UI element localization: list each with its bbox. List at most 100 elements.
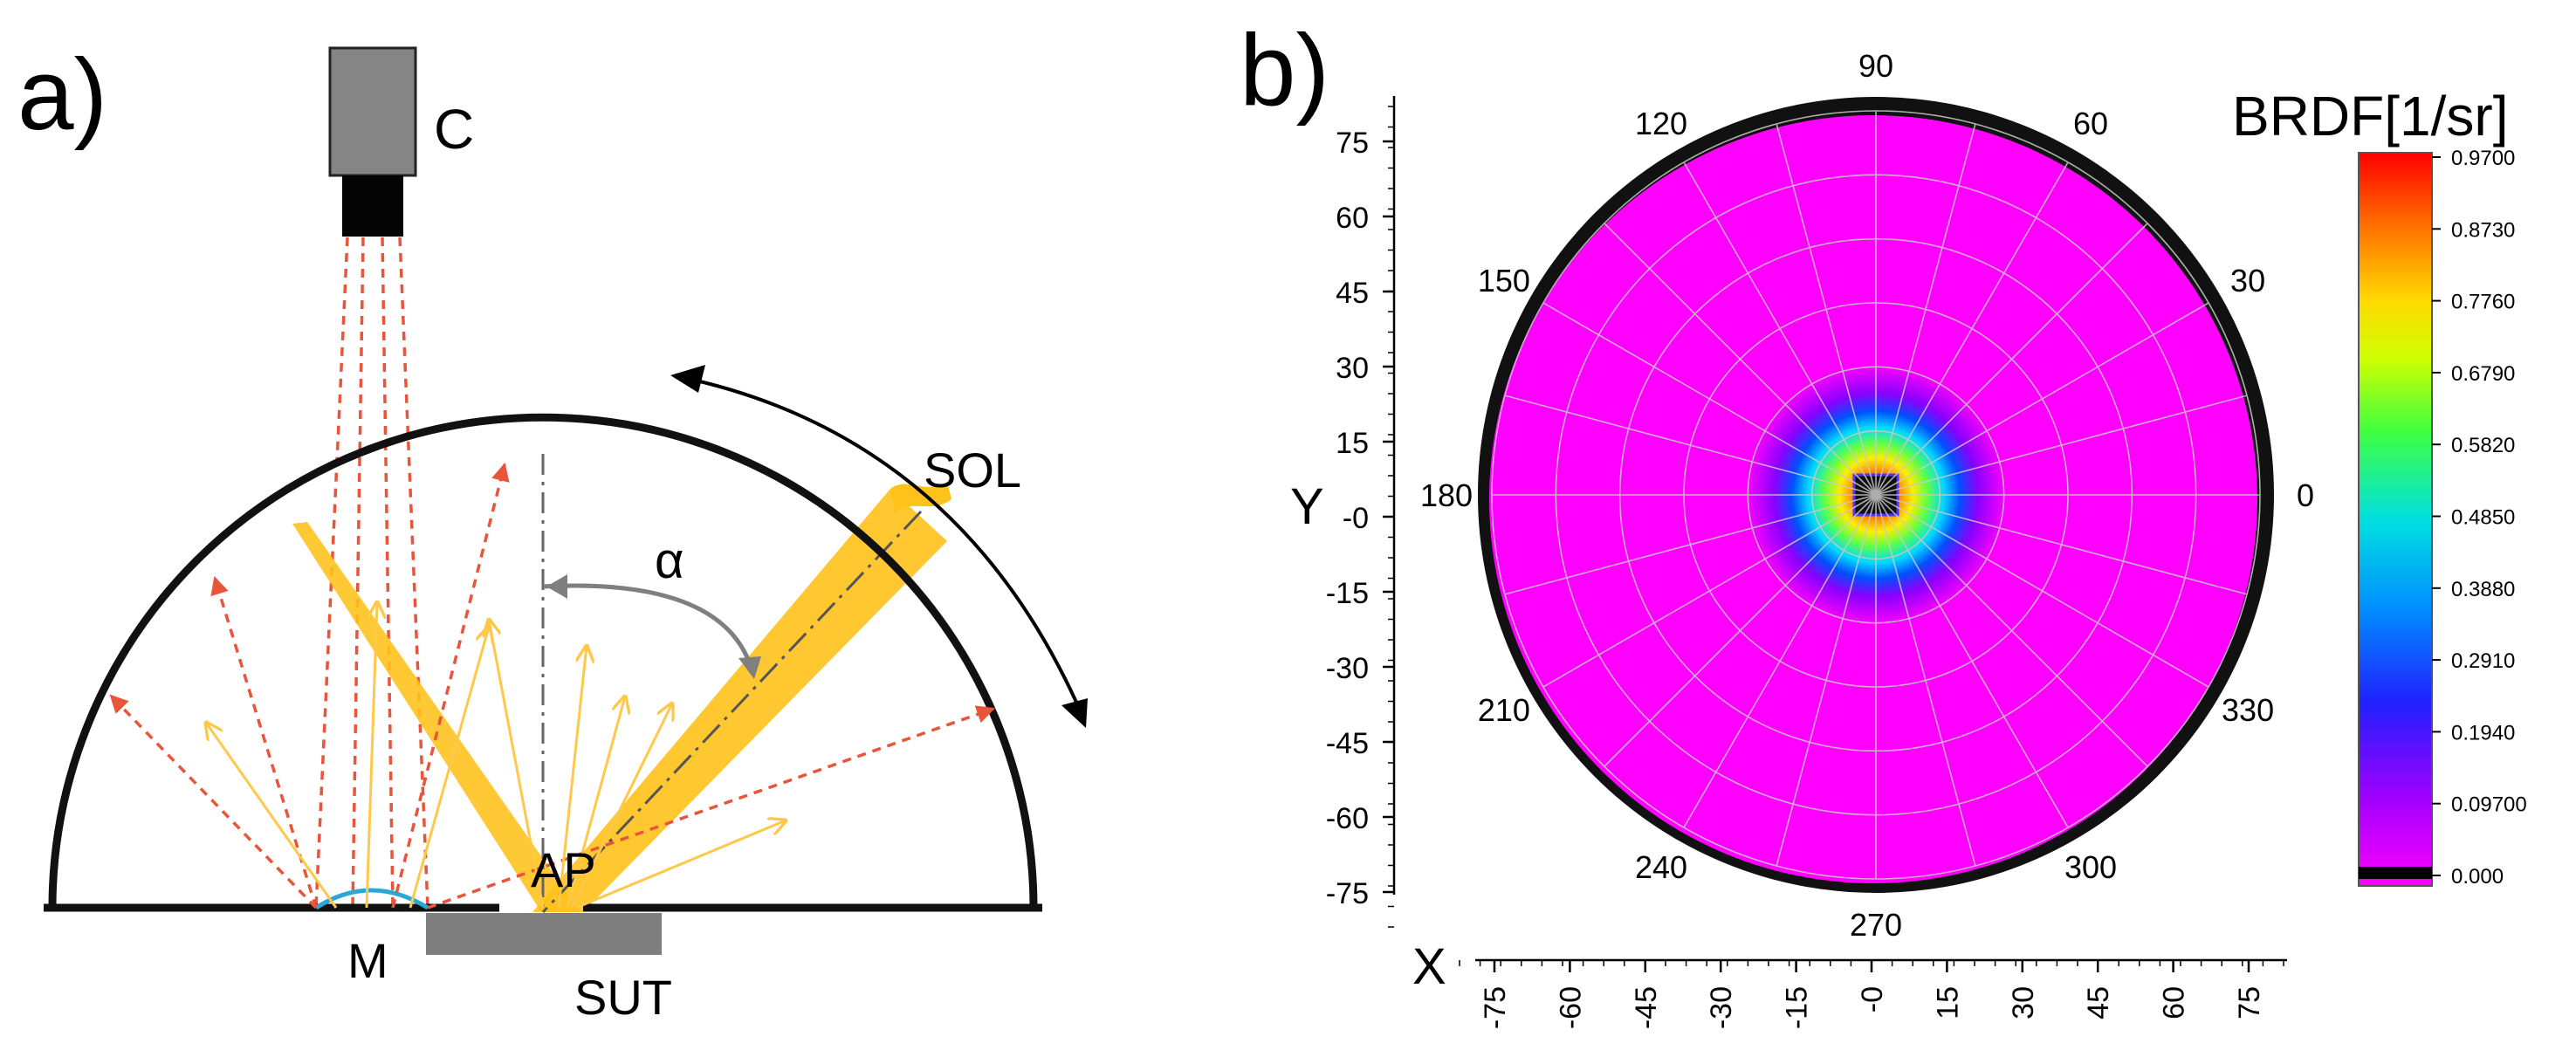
colorbar-tick-label: 0.5820 xyxy=(2451,434,2515,457)
grid-spoke xyxy=(1683,161,1877,496)
polar-angle-label: 120 xyxy=(1635,106,1687,141)
y-tick-label: 75 xyxy=(1336,127,1369,160)
y-axis-ticks: 75 60 45 30 15 -0 -15 -30 -45 -60 -75 xyxy=(1326,106,1394,928)
grid-spoke xyxy=(1776,123,1877,496)
angle-arrow-start xyxy=(546,574,567,599)
x-tick-label: 60 xyxy=(2158,986,2191,1019)
scatter-ray-6 xyxy=(566,697,625,909)
angle-arrow-end xyxy=(738,656,761,679)
sample-label: SUT xyxy=(574,970,672,1025)
y-tick-label: -30 xyxy=(1326,652,1369,685)
grid-spoke xyxy=(1542,302,1877,496)
panel-b-label: b) xyxy=(1240,13,1329,127)
colorbar-tick-label: 0.4850 xyxy=(2451,506,2515,530)
dashed-ray-1 xyxy=(109,694,318,909)
polar-angle-label: 30 xyxy=(2230,263,2265,299)
camera-body xyxy=(328,46,417,177)
grid-spoke xyxy=(1604,494,1877,767)
aperture-label: AP xyxy=(531,842,596,897)
grid-spoke xyxy=(1875,494,2248,595)
angle-arc xyxy=(542,583,752,662)
rotation-label: SOL xyxy=(924,443,1021,498)
y-tick-label: -75 xyxy=(1326,877,1369,910)
y-tick-label: 45 xyxy=(1336,277,1369,310)
light-beam xyxy=(532,489,947,912)
rotation-arrow-head-end xyxy=(1061,698,1088,728)
x-tick-label: 45 xyxy=(2082,986,2115,1019)
scatter-ray-7 xyxy=(570,704,672,909)
x-tick-label: -30 xyxy=(1705,986,1738,1029)
hemisphere xyxy=(48,413,1038,909)
polar-angle-label: 0 xyxy=(2297,477,2314,513)
x-tick-label: -60 xyxy=(1554,986,1587,1029)
colorbar-title: BRDF[1/sr] xyxy=(2232,85,2508,148)
scatter-ray-1 xyxy=(206,723,338,909)
colorbar-tick-label: 0.000 xyxy=(2451,865,2504,889)
grid-spoke xyxy=(1776,494,1877,867)
beam-axis xyxy=(541,510,923,914)
y-tick-label: 60 xyxy=(1336,202,1369,235)
rotation-arrow-head-start xyxy=(670,365,705,393)
grid-spoke xyxy=(1875,395,2248,496)
x-tick-label: 30 xyxy=(2007,986,2040,1019)
grid-spoke xyxy=(1875,302,2209,496)
grid-spoke xyxy=(1504,395,1877,496)
polar-angle-label: 300 xyxy=(2064,849,2117,885)
dashed-ray-2 xyxy=(210,575,318,909)
polar-angle-label: 210 xyxy=(1478,692,1530,728)
y-axis-label: Y xyxy=(1290,478,1324,535)
dashed-ray-4 xyxy=(427,705,995,909)
grid-spoke xyxy=(1875,494,2069,828)
y-tick-label: -45 xyxy=(1326,727,1369,760)
polar-angle-label: 270 xyxy=(1850,907,1902,943)
camera-lens xyxy=(342,175,403,237)
polar-angle-label: 240 xyxy=(1635,849,1687,885)
scatter-rays xyxy=(206,602,786,909)
polar-grid xyxy=(1491,110,2261,880)
camera-ray-2 xyxy=(351,237,365,909)
colorbar-tick-label: 0.7760 xyxy=(2451,291,2515,314)
camera-label: C xyxy=(434,98,474,161)
colorbar-tick-label: 0.09700 xyxy=(2451,793,2527,817)
reflected-beam xyxy=(292,522,580,912)
panel-a-label: a) xyxy=(17,38,107,151)
x-tick-label: -75 xyxy=(1479,986,1512,1029)
angle-label: α xyxy=(655,532,684,589)
colorbar-zero-band xyxy=(2359,867,2432,879)
polar-angle-label: 330 xyxy=(2222,692,2274,728)
grid-spoke xyxy=(1683,494,1877,828)
grid-spoke xyxy=(1875,223,2148,496)
panel-b: b) 75 60 45 30 15 -0 -15 -30 -45 -60 -75 Y -75 -60 -… xyxy=(1240,13,2527,1029)
colorbar-tick-label: 0.2910 xyxy=(2451,649,2515,673)
scatter-ray-8 xyxy=(575,820,786,909)
polar-angle-label: 90 xyxy=(1858,48,1893,84)
x-tick-label: -0 xyxy=(1856,986,1889,1012)
colorbar-tick-label: 0.1940 xyxy=(2451,721,2515,745)
camera-ray-4 xyxy=(398,237,429,909)
polar-angle-labels: 0 30 60 90 120 150 180 210 240 270 300 330 xyxy=(1420,48,2314,943)
y-tick-label: -60 xyxy=(1326,802,1369,835)
polar-angle-label: 60 xyxy=(2073,106,2108,141)
colorbar-tick-label: 0.3880 xyxy=(2451,578,2515,601)
grid-spoke xyxy=(1542,494,1877,688)
x-tick-label: 15 xyxy=(1931,986,1964,1019)
mirror xyxy=(314,888,429,910)
x-axis-ticks: -75 -60 -45 -30 -15 -0 15 30 45 60 75 xyxy=(1459,960,2284,1029)
scatter-ray-2 xyxy=(365,602,377,909)
sample xyxy=(426,913,662,955)
x-tick-label: 75 xyxy=(2233,986,2266,1019)
polar-angle-label: 180 xyxy=(1420,477,1473,513)
y-tick-label: -15 xyxy=(1326,577,1369,610)
panel-a: a) C xyxy=(17,38,1088,1025)
scatter-ray-5 xyxy=(557,646,587,909)
rotation-arrow xyxy=(680,375,1084,717)
scatter-ray-4 xyxy=(489,620,545,909)
camera-ray-3 xyxy=(381,237,395,909)
grid-spoke xyxy=(1504,494,1877,595)
grid-spoke xyxy=(1875,494,1976,867)
dashed-rays xyxy=(109,462,995,909)
colorbar xyxy=(2358,152,2433,887)
grid-spoke xyxy=(1875,161,2069,496)
colorbar-tick-label: 0.9700 xyxy=(2451,147,2515,170)
